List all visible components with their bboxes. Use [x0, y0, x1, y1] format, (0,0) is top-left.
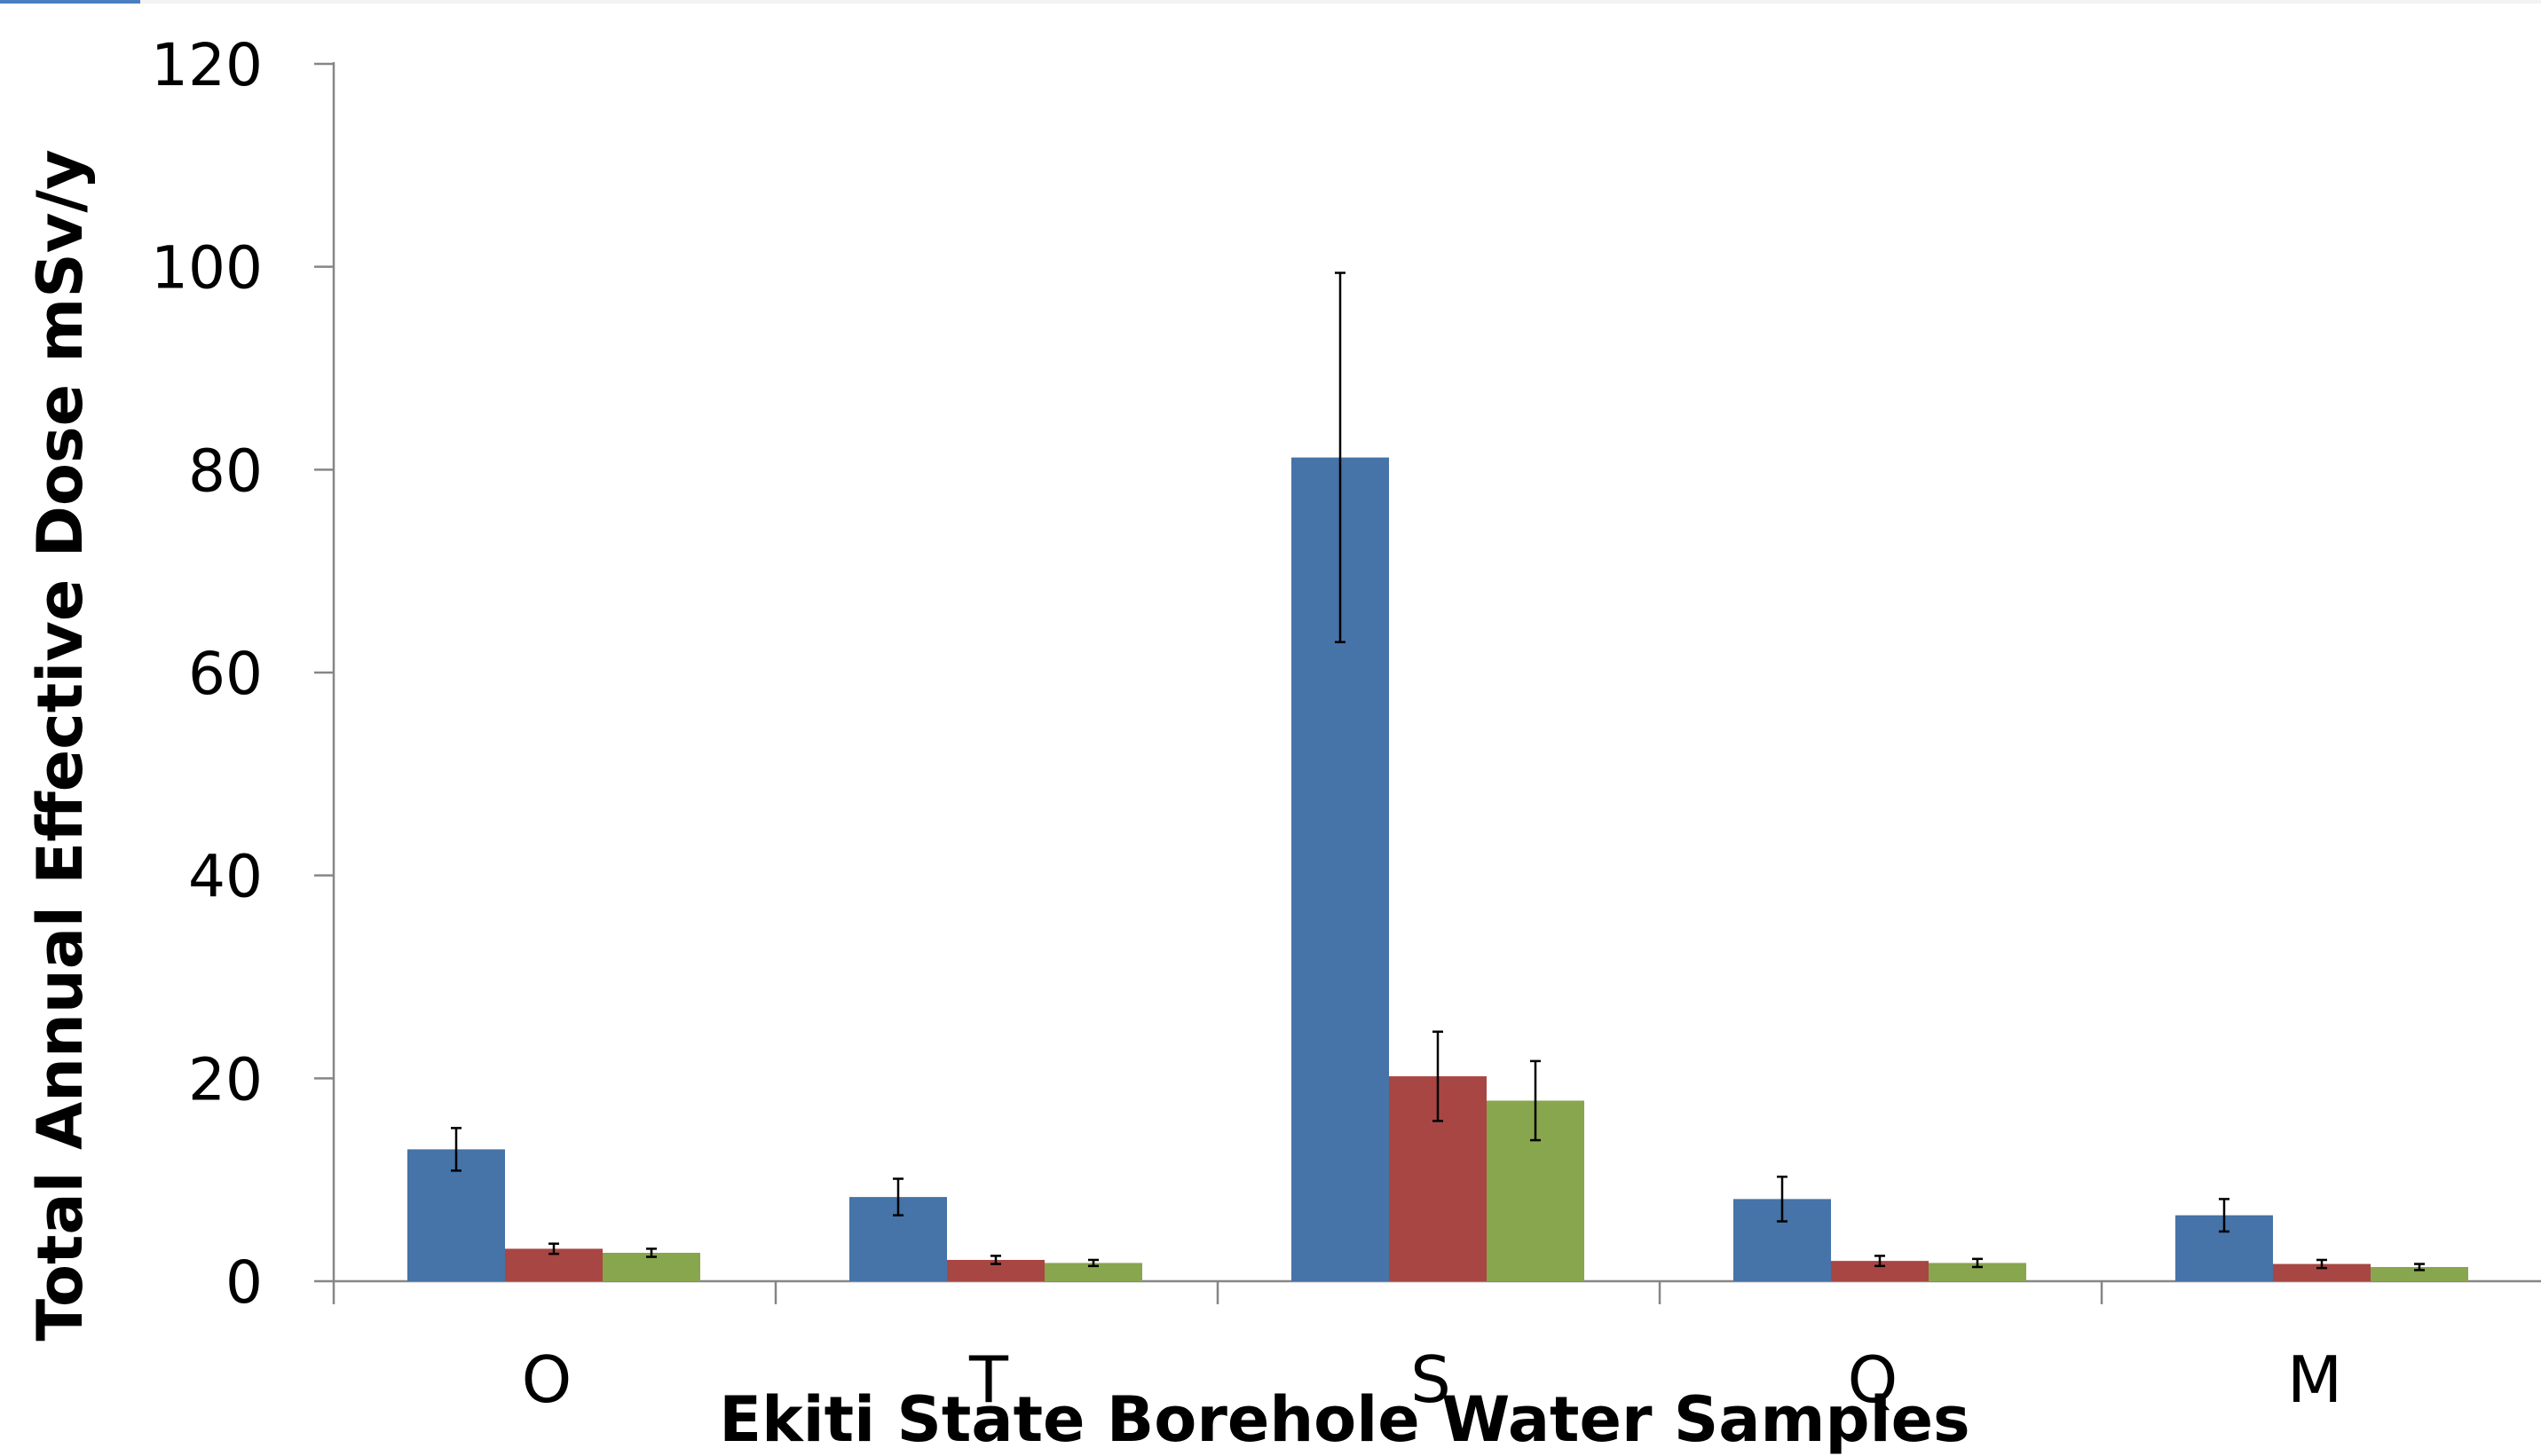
- y-tick-label: 0: [225, 1248, 263, 1317]
- y-tick-label: 60: [188, 640, 263, 708]
- bar: [2273, 1263, 2371, 1281]
- bar: [1045, 1263, 1142, 1281]
- x-tick-label: O: [522, 1342, 572, 1417]
- y-axis: 0 20 40 60 80 100 120: [151, 31, 335, 1317]
- error-bars: [451, 272, 2425, 1271]
- y-axis-title: Total Annual Effective Dose mSv/y: [24, 149, 97, 1341]
- bar: [1929, 1263, 2026, 1281]
- bars: [407, 457, 2468, 1281]
- y-tick-label: 100: [151, 234, 263, 303]
- y-tick-label: 80: [188, 437, 263, 505]
- y-tick-label: 20: [188, 1045, 263, 1114]
- x-tick-label: S: [1410, 1342, 1451, 1417]
- bar: [1831, 1261, 1929, 1281]
- y-tick-label: 40: [188, 843, 263, 911]
- x-tick-label: Q: [1848, 1342, 1898, 1417]
- x-tick-label: T: [968, 1342, 1009, 1417]
- bar: [2371, 1266, 2468, 1281]
- top-strip: [0, 0, 2541, 4]
- top-accent: [0, 0, 140, 4]
- x-tick-label: M: [2287, 1342, 2342, 1417]
- y-tick-label: 120: [151, 31, 263, 99]
- x-axis-title: Ekiti State Borehole Water Samples: [719, 1383, 1969, 1456]
